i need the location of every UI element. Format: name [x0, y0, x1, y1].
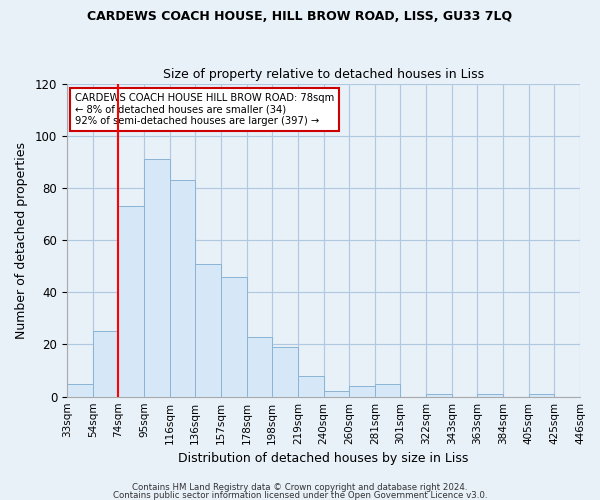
Bar: [118, 206, 144, 396]
Bar: [298, 376, 323, 396]
Bar: [529, 394, 554, 396]
Bar: [170, 180, 195, 396]
Title: Size of property relative to detached houses in Liss: Size of property relative to detached ho…: [163, 68, 484, 81]
Bar: [349, 386, 375, 396]
X-axis label: Distribution of detached houses by size in Liss: Distribution of detached houses by size …: [178, 452, 469, 465]
Bar: [221, 276, 247, 396]
Bar: [375, 384, 400, 396]
Bar: [247, 336, 272, 396]
Bar: [144, 159, 170, 396]
Text: Contains HM Land Registry data © Crown copyright and database right 2024.: Contains HM Land Registry data © Crown c…: [132, 484, 468, 492]
Bar: [195, 264, 221, 396]
Bar: [478, 394, 503, 396]
Bar: [323, 392, 349, 396]
Bar: [92, 332, 118, 396]
Bar: [426, 394, 452, 396]
Text: CARDEWS COACH HOUSE, HILL BROW ROAD, LISS, GU33 7LQ: CARDEWS COACH HOUSE, HILL BROW ROAD, LIS…: [88, 10, 512, 23]
Y-axis label: Number of detached properties: Number of detached properties: [15, 142, 28, 338]
Text: Contains public sector information licensed under the Open Government Licence v3: Contains public sector information licen…: [113, 490, 487, 500]
Bar: [67, 384, 92, 396]
Bar: [272, 347, 298, 397]
Text: CARDEWS COACH HOUSE HILL BROW ROAD: 78sqm
← 8% of detached houses are smaller (3: CARDEWS COACH HOUSE HILL BROW ROAD: 78sq…: [75, 93, 334, 126]
